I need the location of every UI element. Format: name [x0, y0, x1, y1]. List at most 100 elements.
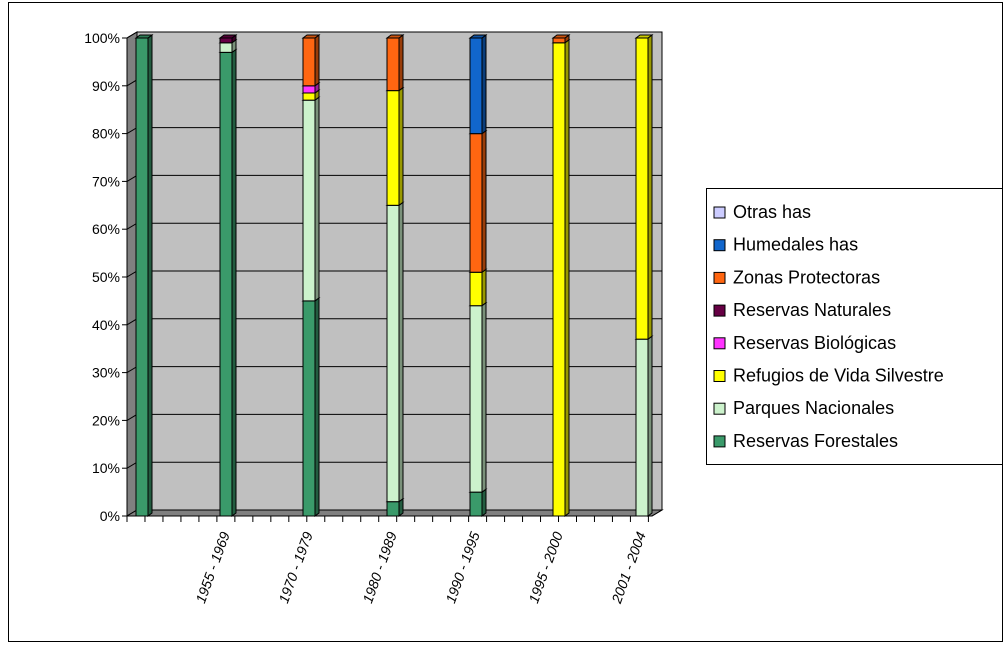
- legend-swatch: [713, 271, 726, 284]
- bar-front: [635, 338, 649, 517]
- bar-front: [386, 90, 400, 206]
- bar-front: [386, 204, 400, 503]
- y-tick-label: 20%: [92, 412, 120, 428]
- legend-swatch: [713, 239, 726, 252]
- bar-side: [481, 268, 487, 307]
- y-tick-label: 10%: [92, 460, 120, 476]
- bar-side: [314, 96, 320, 302]
- bar-front: [302, 99, 316, 302]
- bar-top: [634, 34, 654, 39]
- bar-side: [398, 34, 404, 92]
- bar-front: [635, 37, 649, 340]
- y-tick-label: 30%: [92, 365, 120, 381]
- legend-label: Reservas Naturales: [733, 300, 891, 320]
- bar-segment: [301, 296, 321, 517]
- legend-item: Otras has: [713, 202, 811, 222]
- bar-side: [314, 296, 320, 517]
- bar-segment: [468, 488, 488, 517]
- bar-front: [302, 85, 316, 94]
- bar-side: [398, 86, 404, 207]
- y-tick-label: 50%: [92, 269, 120, 285]
- bar-front: [552, 42, 566, 517]
- bar-top: [134, 34, 154, 39]
- bar-side: [647, 335, 653, 517]
- y-tick-label: 40%: [92, 317, 120, 333]
- legend-swatch: [713, 304, 726, 317]
- legend-item: Refugios de Vida Silvestre: [713, 366, 944, 386]
- bar-side: [481, 129, 487, 274]
- legend-swatch: [713, 402, 726, 415]
- bar-front: [386, 37, 400, 92]
- bar-segment: [218, 48, 238, 517]
- y-tick-label: 70%: [92, 173, 120, 189]
- legend-item: Parques Nacionales: [713, 398, 894, 418]
- y-tick-label: 0%: [100, 508, 120, 524]
- bar-segment: [468, 129, 488, 274]
- bar-segment: [634, 335, 654, 517]
- legend-swatch: [713, 435, 726, 448]
- bar-side: [564, 38, 570, 517]
- bar-segment: [551, 34, 571, 44]
- bar-front: [302, 92, 316, 101]
- bar-side: [231, 48, 237, 517]
- bar-side: [398, 201, 404, 503]
- bar-segment: [551, 38, 571, 517]
- bar-side: [147, 34, 153, 517]
- y-tick-label: 100%: [84, 30, 120, 46]
- bar-side: [481, 301, 487, 494]
- bar-front: [469, 271, 483, 307]
- bar-front: [219, 42, 233, 53]
- bar-segment: [218, 34, 238, 44]
- bar-segment: [634, 34, 654, 341]
- bar-segment: [468, 301, 488, 494]
- bar-front: [386, 501, 400, 517]
- legend-label: Zonas Protectoras: [733, 267, 880, 287]
- bar-front: [469, 491, 483, 517]
- bar-front: [302, 300, 316, 517]
- legend-item: Zonas Protectoras: [713, 267, 880, 287]
- bar-front: [219, 37, 233, 44]
- bars: [134, 34, 654, 517]
- bar-top: [301, 34, 321, 39]
- bar-segment: [385, 86, 405, 207]
- bar-top: [551, 34, 571, 39]
- y-tick-label: 90%: [92, 78, 120, 94]
- legend-label: Refugios de Vida Silvestre: [733, 366, 944, 386]
- bar-top: [468, 34, 488, 39]
- bar-side: [647, 34, 653, 341]
- legend-item: Reservas Naturales: [713, 300, 891, 320]
- legend-item: Humedales has: [713, 235, 858, 255]
- legend-label: Parques Nacionales: [733, 398, 894, 418]
- bar-front: [469, 133, 483, 273]
- bar-segment: [468, 268, 488, 307]
- bar-front: [302, 37, 316, 87]
- legend-swatch: [713, 370, 726, 382]
- bar-front: [135, 37, 149, 517]
- legend-box: [706, 188, 1003, 465]
- legend-item: Reservas Forestales: [713, 431, 898, 451]
- y-axis-labels: 0% 10% 20% 30% 40% 50% 60% 70% 80% 90% 100%: [84, 30, 120, 524]
- bar-segment: [134, 34, 154, 517]
- gridline: [126, 31, 662, 39]
- legend-label: Reservas Forestales: [733, 431, 898, 451]
- y-tick-label: 60%: [92, 221, 120, 237]
- bar-segment: [301, 34, 321, 87]
- legend-label: Humedales has: [733, 235, 858, 255]
- bar-side: [481, 488, 487, 517]
- bar-front: [469, 37, 483, 135]
- bar-top: [218, 34, 238, 39]
- bar-segment: [468, 34, 488, 135]
- legend-item: Reservas Biológicas: [713, 333, 896, 353]
- legend-swatch: [713, 337, 726, 350]
- legend-label: Reservas Biológicas: [733, 333, 896, 353]
- bar-segment: [385, 34, 405, 92]
- bar-segment: [301, 96, 321, 302]
- bar-front: [552, 37, 566, 44]
- legend: Otras has Humedales has Zonas Protectoras R…: [706, 188, 1003, 465]
- bar-segment: [385, 201, 405, 503]
- x-axis-end: [651, 509, 663, 517]
- bar-side: [481, 34, 487, 135]
- legend-swatch: [713, 206, 726, 219]
